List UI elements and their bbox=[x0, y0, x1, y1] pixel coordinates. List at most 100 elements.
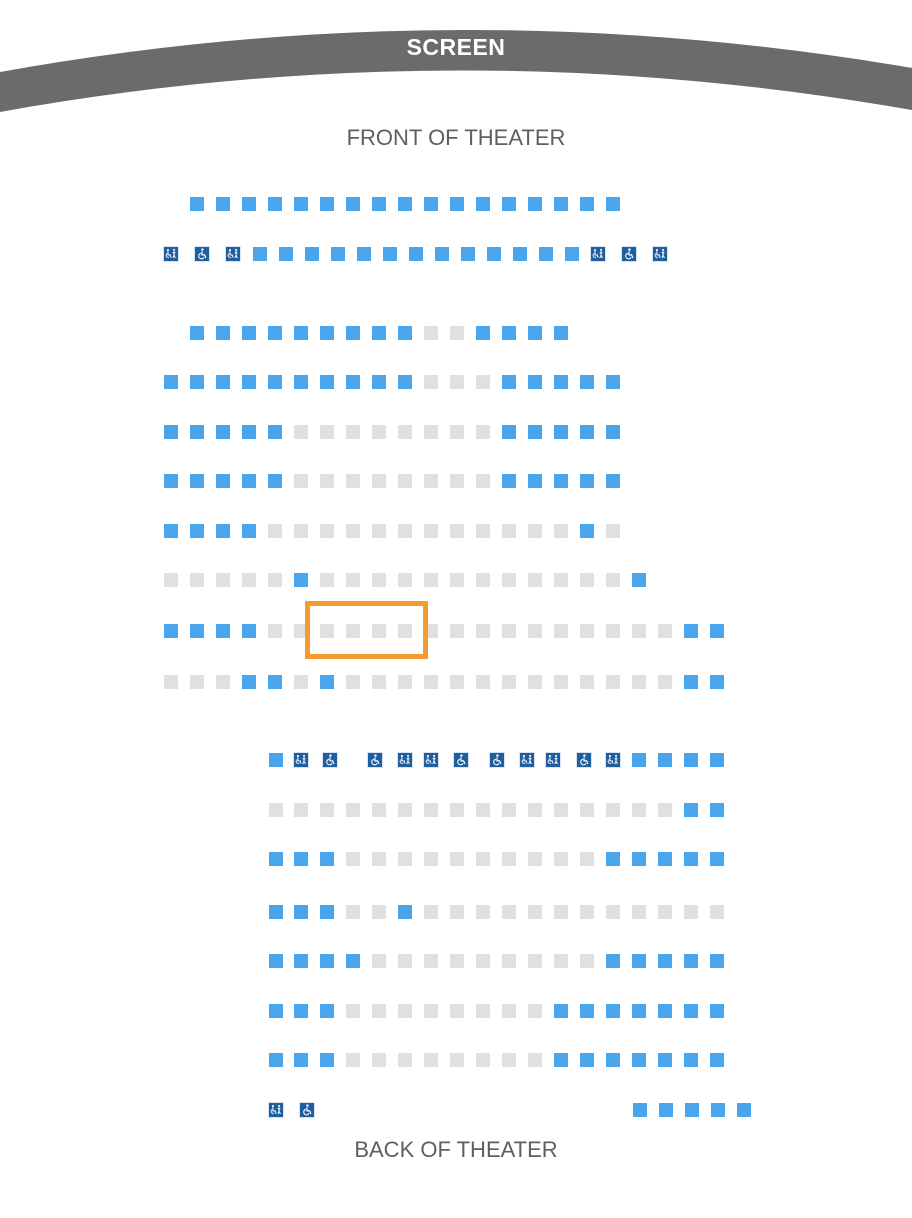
seat-r15-s4-available[interactable] bbox=[346, 954, 360, 968]
seat-r13-s3-available[interactable] bbox=[320, 852, 334, 866]
seat-r4-s6-available[interactable] bbox=[294, 375, 308, 389]
seat-r11-s15-available[interactable] bbox=[684, 753, 698, 767]
seat-r11-s12-companion-seat[interactable] bbox=[605, 752, 621, 768]
seat-r5-s15-available[interactable] bbox=[528, 425, 542, 439]
seat-r16-s1-available[interactable] bbox=[269, 1004, 283, 1018]
seat-r4-s4-available[interactable] bbox=[242, 375, 256, 389]
seat-r18-s5-available[interactable] bbox=[685, 1103, 699, 1117]
seat-r1-s9-available[interactable] bbox=[398, 197, 412, 211]
seat-r16-s16-available[interactable] bbox=[658, 1004, 672, 1018]
seat-r11-s14-available[interactable] bbox=[658, 753, 672, 767]
seat-r18-s2-wheelchair-seat[interactable] bbox=[299, 1102, 315, 1118]
seat-r15-s1-available[interactable] bbox=[269, 954, 283, 968]
seat-r4-s5-available[interactable] bbox=[268, 375, 282, 389]
seat-r2-s15-available[interactable] bbox=[539, 247, 553, 261]
seat-r1-s15-available[interactable] bbox=[554, 197, 568, 211]
seat-r1-s10-available[interactable] bbox=[424, 197, 438, 211]
seat-r1-s7-available[interactable] bbox=[346, 197, 360, 211]
seat-r17-s3-available[interactable] bbox=[320, 1053, 334, 1067]
seat-r1-s1-available[interactable] bbox=[190, 197, 204, 211]
seat-r3-s1-available[interactable] bbox=[190, 326, 204, 340]
seat-r7-s2-available[interactable] bbox=[190, 524, 204, 538]
seat-r2-s3-companion-seat[interactable] bbox=[225, 246, 241, 262]
seat-r4-s7-available[interactable] bbox=[320, 375, 334, 389]
seat-r4-s15-available[interactable] bbox=[528, 375, 542, 389]
seat-r1-s6-available[interactable] bbox=[320, 197, 334, 211]
seat-r7-s3-available[interactable] bbox=[216, 524, 230, 538]
seat-r6-s18-available[interactable] bbox=[606, 474, 620, 488]
seat-r17-s16-available[interactable] bbox=[658, 1053, 672, 1067]
seat-r17-s18-available[interactable] bbox=[710, 1053, 724, 1067]
seat-r2-s6-available[interactable] bbox=[305, 247, 319, 261]
seat-r4-s16-available[interactable] bbox=[554, 375, 568, 389]
seat-r9-s2-available[interactable] bbox=[190, 624, 204, 638]
seat-r1-s2-available[interactable] bbox=[216, 197, 230, 211]
seat-r4-s8-available[interactable] bbox=[346, 375, 360, 389]
seat-r3-s13-available[interactable] bbox=[502, 326, 516, 340]
seat-r7-s4-available[interactable] bbox=[242, 524, 256, 538]
seat-r4-s10-available[interactable] bbox=[398, 375, 412, 389]
seat-r8-s6-available[interactable] bbox=[294, 573, 308, 587]
seat-r17-s12-available[interactable] bbox=[554, 1053, 568, 1067]
seat-r3-s3-available[interactable] bbox=[242, 326, 256, 340]
seat-r18-s6-available[interactable] bbox=[711, 1103, 725, 1117]
seat-r2-s8-available[interactable] bbox=[357, 247, 371, 261]
seat-r18-s1-companion-seat[interactable] bbox=[268, 1102, 284, 1118]
seat-r11-s4-wheelchair-seat[interactable] bbox=[367, 752, 383, 768]
seat-r3-s5-available[interactable] bbox=[294, 326, 308, 340]
seat-r13-s16-available[interactable] bbox=[658, 852, 672, 866]
seat-r13-s2-available[interactable] bbox=[294, 852, 308, 866]
seat-r11-s10-companion-seat[interactable] bbox=[545, 752, 561, 768]
seat-r11-s5-companion-seat[interactable] bbox=[397, 752, 413, 768]
seat-r17-s13-available[interactable] bbox=[580, 1053, 594, 1067]
seat-r1-s11-available[interactable] bbox=[450, 197, 464, 211]
seat-r15-s16-available[interactable] bbox=[658, 954, 672, 968]
seat-r2-s7-available[interactable] bbox=[331, 247, 345, 261]
seat-r6-s15-available[interactable] bbox=[528, 474, 542, 488]
seat-r1-s16-available[interactable] bbox=[580, 197, 594, 211]
seat-r3-s6-available[interactable] bbox=[320, 326, 334, 340]
seat-r9-s22-available[interactable] bbox=[710, 624, 724, 638]
seat-r4-s17-available[interactable] bbox=[580, 375, 594, 389]
seat-r17-s17-available[interactable] bbox=[684, 1053, 698, 1067]
seat-r2-s17-companion-seat[interactable] bbox=[590, 246, 606, 262]
seat-r15-s3-available[interactable] bbox=[320, 954, 334, 968]
seat-r6-s3-available[interactable] bbox=[216, 474, 230, 488]
seat-r15-s15-available[interactable] bbox=[632, 954, 646, 968]
seat-r14-s2-available[interactable] bbox=[294, 905, 308, 919]
seat-r4-s14-available[interactable] bbox=[502, 375, 516, 389]
seat-r9-s4-available[interactable] bbox=[242, 624, 256, 638]
seat-r1-s12-available[interactable] bbox=[476, 197, 490, 211]
seat-r11-s13-available[interactable] bbox=[632, 753, 646, 767]
seat-r13-s1-available[interactable] bbox=[269, 852, 283, 866]
seat-r10-s4-available[interactable] bbox=[242, 675, 256, 689]
seat-r11-s8-wheelchair-seat[interactable] bbox=[489, 752, 505, 768]
seat-r13-s15-available[interactable] bbox=[632, 852, 646, 866]
seat-r7-s1-available[interactable] bbox=[164, 524, 178, 538]
seat-r3-s12-available[interactable] bbox=[476, 326, 490, 340]
seat-r2-s5-available[interactable] bbox=[279, 247, 293, 261]
seat-r8-s19-available[interactable] bbox=[632, 573, 646, 587]
seat-r16-s14-available[interactable] bbox=[606, 1004, 620, 1018]
seat-r18-s3-available[interactable] bbox=[633, 1103, 647, 1117]
seat-r2-s11-available[interactable] bbox=[435, 247, 449, 261]
seat-r18-s7-available[interactable] bbox=[737, 1103, 751, 1117]
seat-r5-s5-available[interactable] bbox=[268, 425, 282, 439]
seat-r6-s5-available[interactable] bbox=[268, 474, 282, 488]
seat-r11-s6-companion-seat[interactable] bbox=[423, 752, 439, 768]
seat-r5-s16-available[interactable] bbox=[554, 425, 568, 439]
seat-r2-s1-companion-seat[interactable] bbox=[163, 246, 179, 262]
seat-r16-s15-available[interactable] bbox=[632, 1004, 646, 1018]
seat-r3-s2-available[interactable] bbox=[216, 326, 230, 340]
seat-r2-s14-available[interactable] bbox=[513, 247, 527, 261]
seat-r2-s13-available[interactable] bbox=[487, 247, 501, 261]
seat-r15-s17-available[interactable] bbox=[684, 954, 698, 968]
seat-r2-s12-available[interactable] bbox=[461, 247, 475, 261]
seat-r2-s9-available[interactable] bbox=[383, 247, 397, 261]
seat-r17-s1-available[interactable] bbox=[269, 1053, 283, 1067]
seat-r4-s1-available[interactable] bbox=[164, 375, 178, 389]
seat-r5-s3-available[interactable] bbox=[216, 425, 230, 439]
seat-r16-s13-available[interactable] bbox=[580, 1004, 594, 1018]
seat-r16-s12-available[interactable] bbox=[554, 1004, 568, 1018]
seat-r10-s22-available[interactable] bbox=[710, 675, 724, 689]
